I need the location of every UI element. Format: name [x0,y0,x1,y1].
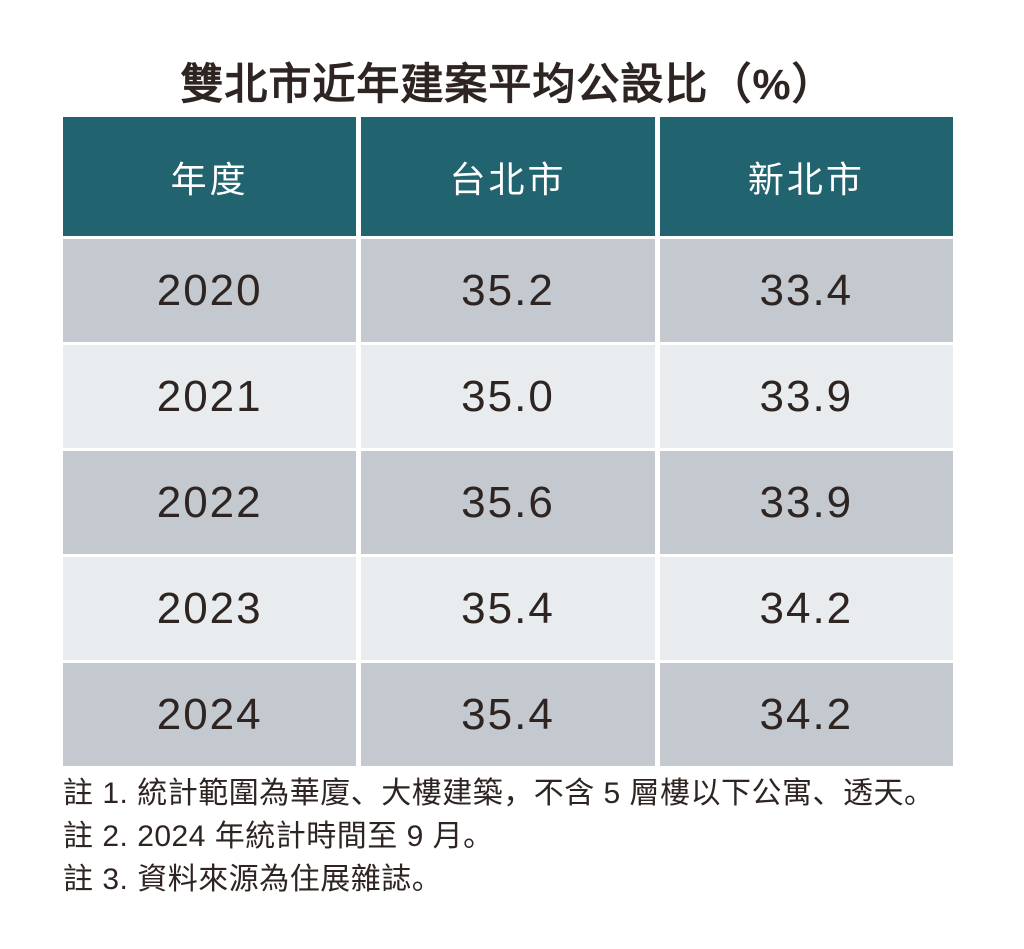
table-cell-year-2023: 2023 [63,557,357,660]
table-cell-new-taipei-2023: 34.2 [659,557,953,660]
public-facility-ratio-table: 年度 台北市 新北市 2020 35.2 33.4 2021 35.0 33.9… [63,117,953,766]
header-cell-taipei: 台北市 [361,117,655,236]
table-cell-year-2020: 2020 [63,239,357,342]
table-cell-new-taipei-2021: 33.9 [659,345,953,448]
page-title: 雙北市近年建案平均公設比（%） [180,61,836,109]
table-cell-taipei-2024: 35.4 [361,663,655,766]
table-cell-taipei-2023: 35.4 [361,557,655,660]
table-cell-year-2022: 2022 [63,451,357,554]
table-cell-new-taipei-2022: 33.9 [659,451,953,554]
table-cell-taipei-2020: 35.2 [361,239,655,342]
table-cell-new-taipei-2024: 34.2 [659,663,953,766]
table-cell-year-2024: 2024 [63,663,357,766]
table-cell-new-taipei-2020: 33.4 [659,239,953,342]
footnote-2: 註 2. 2024 年統計時間至 9 月。 [63,820,494,853]
header-cell-new-taipei: 新北市 [659,117,953,236]
footnote-1: 註 1. 統計範圍為華廈、大樓建築，不含 5 層樓以下公寓、透天。 [63,777,935,810]
table-cell-year-2021: 2021 [63,345,357,448]
footnote-3: 註 3. 資料來源為住展雜誌。 [63,863,443,896]
table-cell-taipei-2021: 35.0 [361,345,655,448]
header-cell-year: 年度 [63,117,357,236]
table-cell-taipei-2022: 35.6 [361,451,655,554]
footnotes: 註 1. 統計範圍為華廈、大樓建築，不含 5 層樓以下公寓、透天。 註 2. 2… [63,772,993,901]
